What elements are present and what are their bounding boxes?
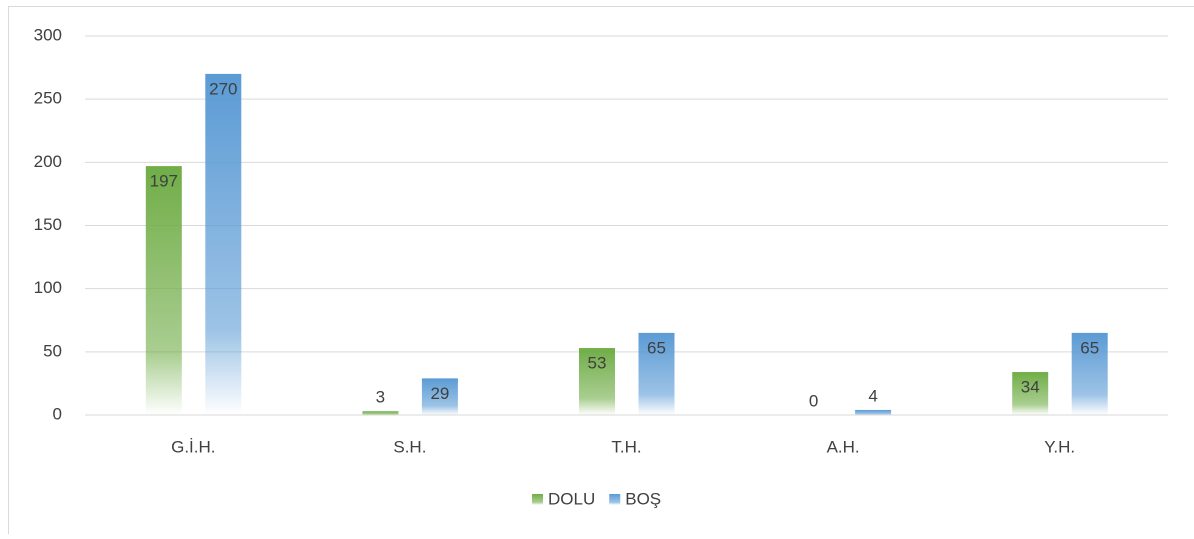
data-label: 34 [1021, 378, 1040, 397]
legend-label: BOŞ [625, 489, 661, 508]
legend-label: DOLU [548, 489, 595, 508]
data-label: 29 [430, 384, 449, 403]
data-label: 0 [809, 391, 818, 410]
x-tick-label: G.İ.H. [171, 437, 215, 456]
x-tick-label: A.H. [827, 437, 860, 456]
data-label: 65 [647, 338, 666, 357]
bar [362, 411, 398, 415]
data-label: 65 [1080, 338, 1099, 357]
bar [855, 410, 891, 415]
x-tick-label: S.H. [393, 437, 426, 456]
x-tick-label: T.H. [611, 437, 641, 456]
legend: DOLU BOŞ [532, 489, 661, 508]
legend-swatch [609, 494, 620, 505]
legend-swatch [532, 494, 543, 505]
data-label: 270 [209, 79, 237, 98]
x-tick-label: Y.H. [1044, 437, 1075, 456]
data-label: 4 [868, 386, 877, 405]
bar [205, 74, 241, 415]
y-tick-label: 250 [34, 89, 62, 108]
y-tick-label: 200 [34, 152, 62, 171]
y-tick-label: 100 [34, 278, 62, 297]
data-label: 197 [150, 172, 178, 191]
data-label: 53 [588, 354, 607, 373]
y-tick-label: 300 [34, 25, 62, 44]
data-label: 3 [376, 388, 385, 407]
y-tick-label: 50 [43, 341, 62, 360]
bar [146, 166, 182, 415]
y-tick-label: 150 [34, 215, 62, 234]
y-tick-label: 0 [53, 404, 62, 423]
